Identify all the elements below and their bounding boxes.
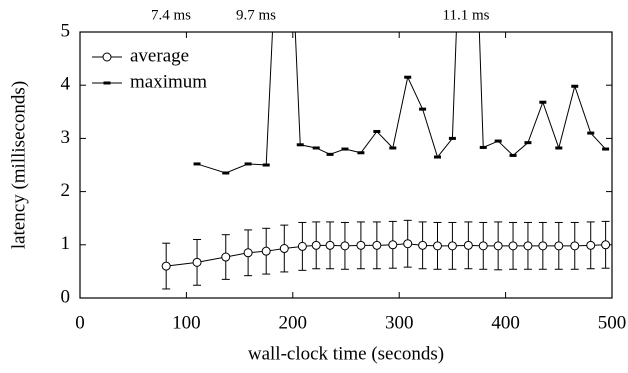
series-line (196, 32, 606, 174)
point (508, 241, 518, 251)
point (523, 241, 533, 251)
point (524, 141, 532, 145)
point (570, 241, 580, 251)
point (479, 145, 487, 149)
annotation: 7.4 ms (151, 7, 191, 23)
point (221, 252, 231, 262)
point (261, 246, 271, 256)
point (244, 162, 252, 166)
point (161, 261, 171, 271)
point (463, 240, 473, 250)
point (341, 147, 349, 151)
legend-marker (103, 81, 111, 85)
x-tick-label: 300 (385, 312, 414, 333)
point (555, 146, 563, 150)
point (372, 240, 382, 250)
point (602, 147, 610, 151)
plot-frame (79, 31, 613, 299)
point (326, 152, 334, 156)
y-tick-label: 3 (61, 127, 71, 148)
x-tick-label: 0 (75, 312, 85, 333)
point (325, 240, 335, 250)
point (357, 151, 365, 155)
point (448, 136, 456, 140)
point (193, 162, 201, 166)
y-tick-label: 0 (61, 286, 71, 307)
point (297, 241, 307, 251)
point (586, 240, 596, 250)
annotation: 9.7 ms (236, 7, 276, 23)
point (356, 240, 366, 250)
point (389, 146, 397, 150)
point (587, 131, 595, 135)
point (192, 257, 202, 267)
point (494, 139, 502, 143)
point (493, 241, 503, 251)
legend-label: average (130, 45, 189, 66)
point (571, 84, 579, 88)
point (447, 241, 457, 251)
x-tick-label: 500 (598, 312, 627, 333)
point (279, 244, 289, 254)
point (243, 248, 253, 258)
point (312, 146, 320, 150)
x-tick-label: 400 (491, 312, 520, 333)
point (296, 143, 304, 147)
point (388, 240, 398, 250)
point (601, 240, 611, 250)
legend-label: maximum (130, 71, 207, 92)
x-tick-label: 100 (172, 312, 201, 333)
point (554, 241, 564, 251)
point (404, 75, 412, 79)
y-tick-label: 4 (61, 74, 71, 95)
point (509, 153, 517, 157)
point (434, 155, 442, 159)
point (433, 241, 443, 251)
point (539, 100, 547, 104)
legend-marker (102, 52, 112, 62)
x-tick-label: 200 (279, 312, 308, 333)
point (419, 107, 427, 111)
y-tick-label: 1 (61, 233, 71, 254)
y-tick-label: 2 (61, 180, 71, 201)
point (311, 240, 321, 250)
point (262, 163, 270, 167)
point (373, 129, 381, 133)
annotation: 11.1 ms (443, 7, 490, 23)
y-axis-label: latency (milliseconds) (8, 81, 29, 249)
plot-area (166, 32, 610, 267)
point (403, 239, 413, 249)
point (222, 171, 230, 175)
y-tick-label: 5 (61, 20, 71, 41)
point (538, 241, 548, 251)
point (418, 240, 428, 250)
point (340, 241, 350, 251)
point (478, 241, 488, 251)
x-axis-label: wall-clock time (seconds) (248, 343, 444, 364)
